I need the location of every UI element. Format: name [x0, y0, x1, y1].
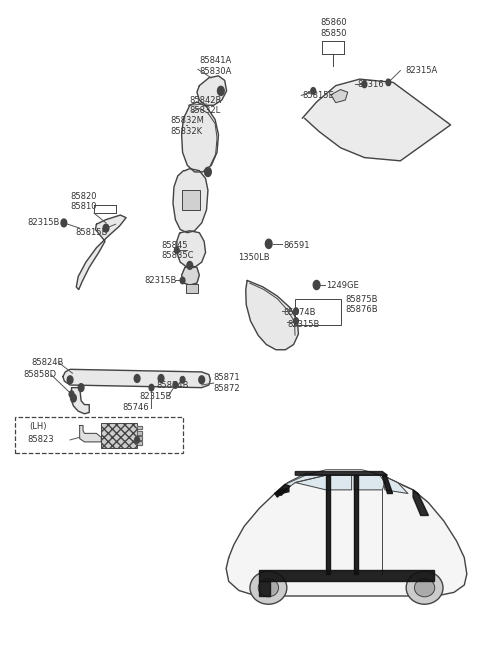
Circle shape — [173, 382, 178, 388]
Polygon shape — [302, 79, 451, 161]
Ellipse shape — [258, 579, 278, 597]
Circle shape — [180, 377, 185, 383]
Circle shape — [294, 308, 299, 314]
Circle shape — [103, 224, 109, 232]
Text: 82315B: 82315B — [140, 392, 172, 401]
Text: 82315B: 82315B — [144, 276, 177, 285]
Text: 85860
85850: 85860 85850 — [320, 18, 347, 38]
Text: 86591: 86591 — [283, 240, 310, 250]
Text: 85874B: 85874B — [156, 381, 189, 390]
Ellipse shape — [414, 579, 435, 597]
Polygon shape — [413, 490, 429, 515]
Circle shape — [149, 384, 154, 391]
Polygon shape — [137, 426, 142, 430]
Text: 85832M
85832K: 85832M 85832K — [170, 117, 204, 136]
Circle shape — [217, 86, 224, 96]
Circle shape — [61, 219, 67, 227]
Polygon shape — [331, 90, 348, 103]
Polygon shape — [383, 476, 393, 493]
Polygon shape — [80, 426, 101, 442]
Circle shape — [311, 88, 316, 94]
Text: 85316: 85316 — [357, 80, 384, 89]
Circle shape — [313, 280, 320, 290]
Polygon shape — [137, 436, 142, 440]
Circle shape — [158, 375, 164, 383]
Text: 1249GE: 1249GE — [326, 280, 359, 290]
Text: 85858D: 85858D — [24, 370, 57, 379]
Polygon shape — [295, 472, 387, 476]
Text: 85820
85810: 85820 85810 — [70, 192, 96, 211]
Text: 85842R
85832L: 85842R 85832L — [190, 96, 222, 115]
Circle shape — [134, 375, 140, 383]
Circle shape — [294, 318, 299, 324]
Circle shape — [174, 247, 179, 253]
Text: 85845
85835C: 85845 85835C — [161, 240, 193, 260]
Polygon shape — [354, 476, 358, 574]
Bar — [186, 284, 198, 293]
Polygon shape — [259, 582, 270, 596]
Circle shape — [265, 239, 272, 248]
Circle shape — [386, 79, 391, 86]
Polygon shape — [383, 476, 408, 493]
Text: 85823: 85823 — [27, 436, 54, 445]
Text: 85815B: 85815B — [75, 227, 107, 236]
Polygon shape — [246, 280, 299, 350]
Bar — [15, 417, 182, 453]
Polygon shape — [173, 169, 208, 233]
Text: 82315B: 82315B — [27, 218, 60, 227]
Circle shape — [135, 437, 140, 443]
Circle shape — [199, 376, 204, 384]
Circle shape — [67, 376, 73, 384]
Polygon shape — [72, 388, 89, 414]
Polygon shape — [137, 441, 142, 445]
Bar — [101, 423, 137, 448]
Circle shape — [71, 394, 76, 402]
Polygon shape — [275, 484, 290, 495]
Polygon shape — [181, 265, 199, 285]
Text: 82315A: 82315A — [405, 66, 437, 75]
Polygon shape — [226, 476, 467, 596]
Polygon shape — [275, 488, 289, 497]
Circle shape — [78, 384, 84, 392]
Polygon shape — [181, 102, 218, 172]
Polygon shape — [354, 476, 385, 490]
Text: 85871
85872: 85871 85872 — [214, 373, 240, 393]
Text: 85874B: 85874B — [283, 308, 315, 317]
Polygon shape — [259, 571, 433, 582]
Polygon shape — [76, 215, 126, 290]
Circle shape — [69, 391, 74, 398]
Bar — [181, 190, 200, 210]
Text: 1350LB: 1350LB — [238, 253, 269, 262]
Text: 85858D: 85858D — [108, 436, 142, 445]
Circle shape — [180, 277, 185, 284]
Circle shape — [362, 81, 367, 88]
Text: 85875B
85876B: 85875B 85876B — [345, 295, 378, 314]
Text: 82315B: 82315B — [288, 320, 320, 329]
Text: (LH): (LH) — [29, 422, 47, 432]
Polygon shape — [275, 474, 326, 493]
Polygon shape — [137, 431, 142, 435]
Text: 85841A
85830A: 85841A 85830A — [199, 56, 232, 76]
Text: 85824B: 85824B — [32, 358, 64, 367]
Text: 85815E: 85815E — [302, 91, 334, 100]
Polygon shape — [295, 476, 352, 490]
Bar — [295, 299, 340, 325]
Circle shape — [187, 261, 192, 269]
Polygon shape — [197, 76, 227, 105]
Text: 85746: 85746 — [123, 403, 149, 413]
Polygon shape — [177, 231, 205, 267]
Ellipse shape — [406, 571, 443, 605]
Polygon shape — [326, 476, 330, 574]
Polygon shape — [63, 369, 210, 388]
Ellipse shape — [250, 571, 287, 605]
Circle shape — [204, 168, 211, 176]
